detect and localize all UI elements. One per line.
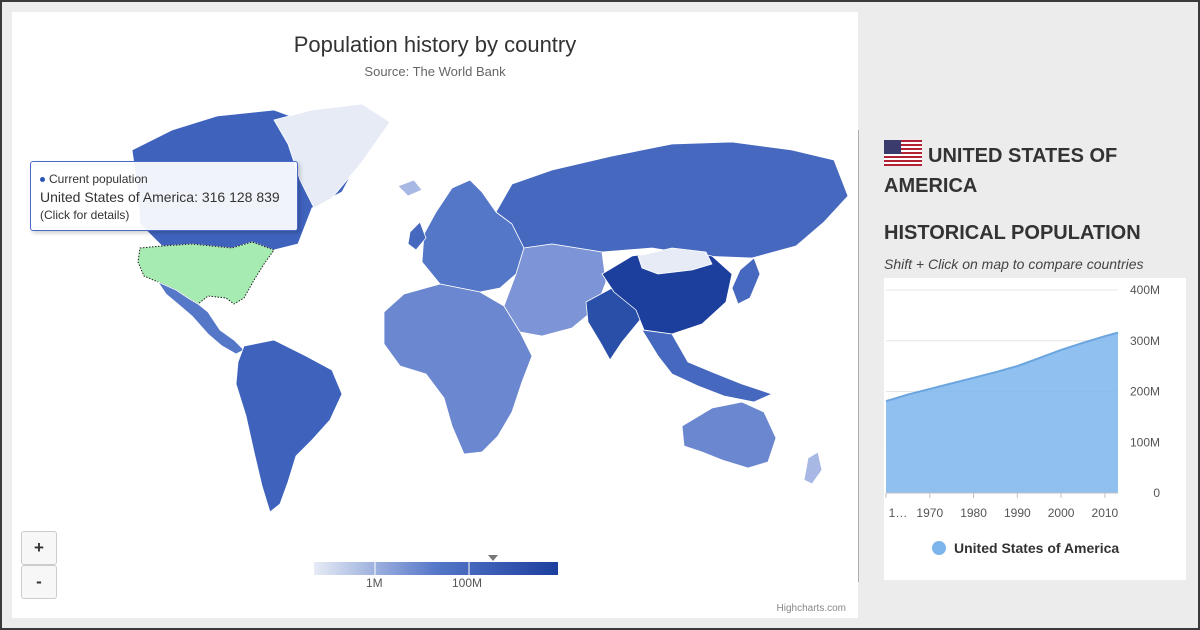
world-map[interactable] (12, 12, 858, 618)
y-tick-label: 400M (1130, 283, 1160, 297)
population-area (886, 332, 1118, 493)
y-tick-label: 0 (1153, 486, 1160, 500)
legend-swatch-icon (932, 541, 946, 555)
country-japan[interactable] (731, 257, 761, 305)
color-axis-marker-icon (488, 555, 498, 561)
country-middle-east[interactable] (503, 243, 607, 337)
x-tick-label: 2010 (1092, 506, 1119, 520)
zoom-in-button[interactable]: + (21, 531, 57, 565)
country-russia[interactable] (495, 141, 849, 259)
tooltip-hint: (Click for details) (40, 208, 130, 222)
country-australia[interactable] (681, 401, 777, 469)
country-new-zealand[interactable] (803, 451, 823, 485)
history-heading: HISTORICAL POPULATION (884, 222, 1141, 244)
history-chart-svg: 0 100M 200M 300M 400M 1… 1970 1980 1990 2000 2010 (885, 283, 1160, 520)
credits-link[interactable]: Highcharts.com (776, 603, 846, 614)
country-usa[interactable] (137, 241, 275, 305)
country-name: UNITED STATES OF AMERICA (884, 145, 1118, 197)
country-heading: UNITED STATES OF AMERICA (884, 140, 1184, 201)
y-tick-label: 200M (1130, 385, 1160, 399)
history-chart: 0 100M 200M 300M 400M 1… 1970 1980 1990 2000 2010 … (884, 278, 1186, 580)
x-tick-label: 2000 (1048, 506, 1075, 520)
population-line (885, 331, 1119, 403)
x-tick-label: 1990 (1004, 506, 1031, 520)
tooltip-series: Current population (40, 172, 288, 186)
y-tick-label: 100M (1130, 435, 1160, 449)
x-tick-label: 1970 (916, 506, 943, 520)
country-mongolia[interactable] (637, 247, 713, 275)
color-axis: 1M 100M (314, 539, 558, 599)
chart-legend[interactable]: United States of America (932, 540, 1119, 556)
map-tooltip: Current population United States of Amer… (30, 161, 298, 231)
x-tick-label: 1980 (960, 506, 987, 520)
color-axis-gradient (314, 555, 558, 577)
map-panel: Population history by country Source: Th… (12, 12, 858, 618)
us-flag-icon (884, 140, 922, 166)
color-axis-label-100m: 100M (452, 576, 483, 590)
zoom-out-button[interactable]: - (21, 565, 57, 599)
color-axis-label-1m: 1M (366, 576, 383, 590)
series-dot-icon (40, 177, 45, 183)
x-tick-label: 1… (889, 506, 908, 520)
map-subtitle: Source: The World Bank (364, 64, 506, 79)
map-title: Population history by country (293, 32, 577, 57)
legend-series-name: United States of America (954, 540, 1120, 556)
country-africa[interactable] (383, 283, 533, 455)
country-uk[interactable] (407, 221, 427, 251)
y-tick-label: 300M (1130, 334, 1160, 348)
country-south-america[interactable] (235, 339, 343, 513)
country-iceland[interactable] (397, 179, 423, 197)
panel-divider (858, 130, 859, 582)
tooltip-value: United States of America: 316 128 839 (40, 189, 280, 205)
country-southeast-asia[interactable] (641, 329, 773, 403)
compare-hint: Shift + Click on map to compare countrie… (884, 256, 1144, 272)
